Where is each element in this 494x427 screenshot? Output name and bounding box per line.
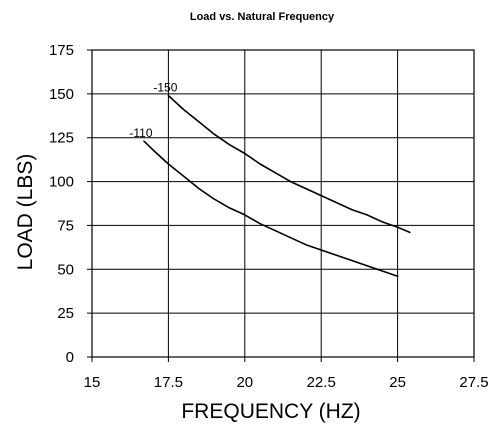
y-tick-label: 175 xyxy=(49,42,74,59)
y-tick-label: 150 xyxy=(49,86,74,103)
x-tick-label: 15 xyxy=(84,374,101,391)
x-tick-label: 27.5 xyxy=(459,374,488,391)
y-tick-label: 125 xyxy=(49,130,74,147)
y-axis-label: LOAD (LBS) xyxy=(14,154,37,271)
x-tick-label: 17.5 xyxy=(154,374,183,391)
x-tick-label: 25 xyxy=(389,374,406,391)
chart-title: Load vs. Natural Frequency xyxy=(190,11,335,23)
series-line-0 xyxy=(167,94,411,234)
series-lines: -150 -110 xyxy=(129,81,411,278)
x-tick-label: 20 xyxy=(236,374,253,391)
x-axis-label: FREQUENCY (HZ) xyxy=(181,400,360,423)
series-line-1 xyxy=(143,140,399,278)
y-tick-label: 50 xyxy=(57,261,74,278)
plot-area-frame xyxy=(91,49,475,358)
y-tick-label: 25 xyxy=(57,305,74,322)
x-tick-label: 22.5 xyxy=(307,374,336,391)
grid-lines xyxy=(92,50,474,357)
y-tick-label: 75 xyxy=(57,217,74,234)
series-label-1: -110 xyxy=(129,126,152,140)
axis-ticks: 15 17.5 20 22.5 25 27.5 0 25 50 75 100 125 150 175 xyxy=(49,42,489,391)
y-tick-label: 0 xyxy=(66,349,74,366)
y-tick-label: 100 xyxy=(49,174,74,191)
series-label-0: -150 xyxy=(153,81,177,95)
